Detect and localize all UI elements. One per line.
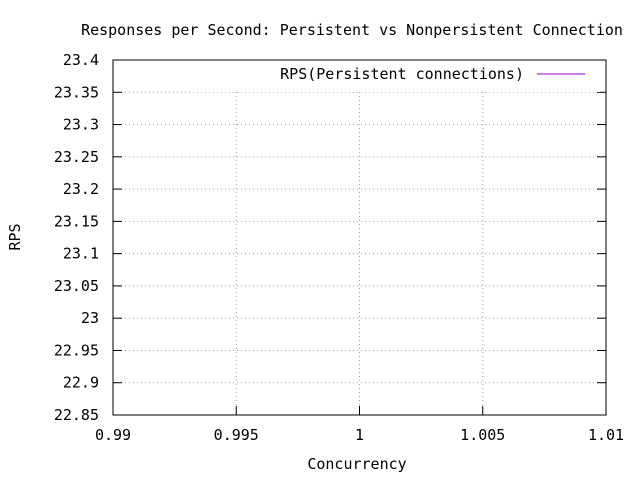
legend-background (190, 60, 600, 92)
y-tick-labels: 22.85 22.9 22.95 23 23.05 23.1 23.15 23.2 23.25 2… (54, 51, 99, 424)
x-tick-label: 1.005 (460, 426, 505, 444)
plot-frame (112, 59, 607, 416)
y-tick-label: 23.25 (54, 148, 99, 166)
x-tick-label: 1 (355, 426, 364, 444)
y-tick-label: 23.35 (54, 83, 99, 101)
y-tick-label: 22.85 (54, 406, 99, 424)
y-axis-label: RPS (6, 223, 24, 250)
y-tick-label: 23.1 (63, 245, 99, 263)
y-tick-label: 23.4 (63, 51, 99, 69)
y-tick-label: 23.05 (54, 277, 99, 295)
x-tick-label: 0.995 (214, 426, 259, 444)
chart-title: Responses per Second: Persistent vs Nonp… (81, 21, 623, 39)
x-axis-label: Concurrency (307, 455, 406, 473)
y-tick-label: 22.95 (54, 341, 99, 359)
y-tick-label: 23.3 (63, 116, 99, 134)
x-tick-label: 0.99 (95, 426, 131, 444)
legend-label-persistent: RPS(Persistent connections) (280, 65, 524, 83)
y-tick-label: 23.15 (54, 212, 99, 230)
x-tick-labels: 0.99 0.995 1 1.005 1.01 (95, 426, 624, 444)
y-tick-label: 23.2 (63, 180, 99, 198)
legend: RPS(Persistent connections) (280, 65, 585, 83)
y-tick-label: 22.9 (63, 374, 99, 392)
x-tick-label: 1.01 (588, 426, 624, 444)
y-tick-label: 23 (81, 309, 99, 327)
